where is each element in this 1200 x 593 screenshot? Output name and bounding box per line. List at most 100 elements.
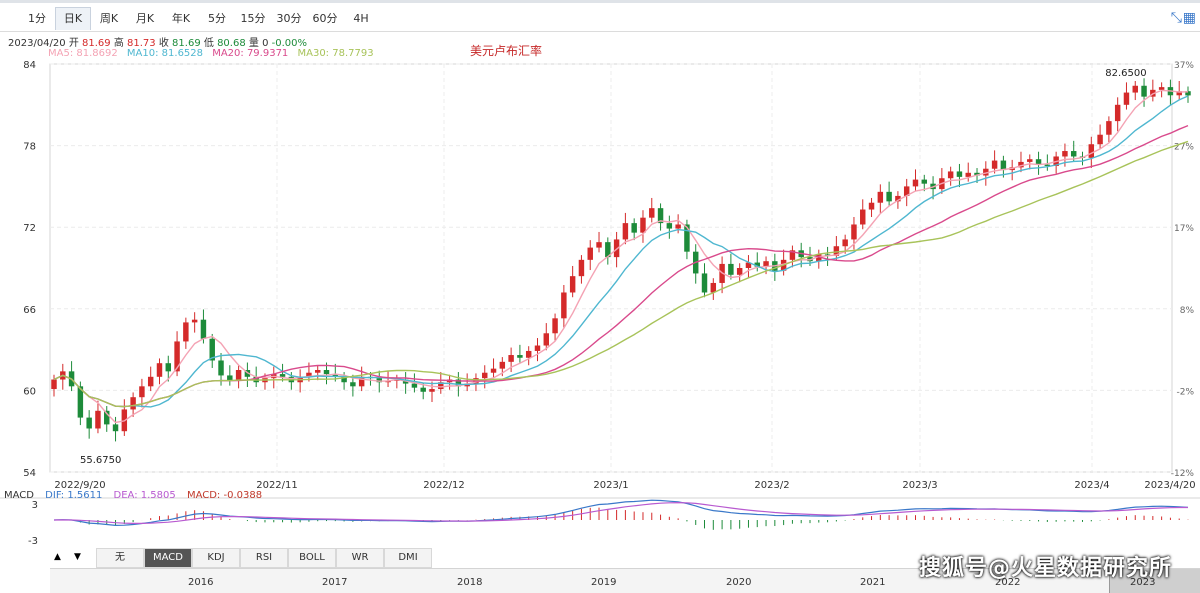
candle [622, 223, 629, 240]
candle [350, 382, 356, 387]
x-tick-label: 2022/11 [256, 480, 298, 491]
candlestick-chart[interactable]: 84 37% 78 27% 72 17% 66 8% 60 -2% 54 -12% 2022/9/20 2… [0, 0, 1200, 548]
candle [51, 379, 57, 390]
tab-indicator-rsi[interactable]: RSI [240, 548, 288, 568]
tab-4h[interactable]: 4H [353, 12, 369, 25]
candle [534, 345, 541, 351]
candle [1176, 91, 1182, 96]
navigator-range-handle[interactable] [1109, 569, 1200, 593]
x-tick-label: 2023/4/20 [1144, 480, 1195, 491]
y-tick-label: 54 [23, 468, 36, 479]
y-tick-label-right: 37% [1174, 61, 1194, 71]
tab-weekly-k[interactable]: 周K [99, 12, 119, 25]
period-tab-bar: 1分 日K 周K 月K 年K 5分 15分 30分 60分 4H ⤡ ▦ [0, 3, 1200, 32]
tab-30min[interactable]: 30分 [276, 12, 302, 25]
candle [1106, 121, 1112, 135]
low-value: 80.68 [217, 38, 246, 49]
candle [1000, 160, 1007, 171]
tab-yearly-k[interactable]: 年K [171, 12, 191, 25]
arrow-up-icon[interactable]: ▲ [54, 552, 61, 562]
quote-info: 2023/04/20 开 81.69 高 81.73 收 81.69 低 80.… [8, 34, 307, 49]
candle [728, 263, 734, 275]
nav-year: 2018 [457, 577, 483, 588]
min-annotation: 55.6750 [80, 455, 121, 466]
candle [842, 239, 848, 247]
nav-year: 2017 [322, 577, 348, 588]
candle [455, 379, 462, 387]
tab-1min[interactable]: 1分 [28, 12, 46, 25]
candle [508, 355, 514, 362]
tab-indicator-macd[interactable]: MACD [144, 548, 192, 568]
top-strip [0, 0, 1200, 3]
volume-label: 量 [248, 38, 259, 49]
high-label: 高 [113, 38, 124, 49]
candle [279, 374, 286, 377]
candle [411, 383, 418, 388]
candle [174, 341, 180, 372]
x-tick-label: 2023/4 [1074, 480, 1109, 491]
arrow-down-icon[interactable]: ▼ [74, 552, 81, 562]
candle [666, 223, 673, 229]
tab-monthly-k[interactable]: 月K [135, 12, 155, 25]
grid-icon[interactable]: ▦ [1182, 10, 1196, 26]
ma30-legend: MA30: 78.7793 [297, 48, 374, 59]
candle [569, 276, 576, 293]
candle [895, 195, 901, 202]
tab-indicator-boll[interactable]: BOLL [288, 548, 336, 568]
candle [1035, 159, 1042, 165]
candle [851, 224, 857, 240]
ma-line-ma30 [53, 140, 1189, 408]
y-tick-label: 78 [23, 142, 36, 153]
candle [438, 382, 444, 390]
candle [191, 319, 198, 323]
tab-indicator-wr[interactable]: WR [336, 548, 384, 568]
candle [605, 242, 611, 258]
macd-y-tick: -3 [28, 536, 38, 547]
tab-15min[interactable]: 15分 [240, 12, 266, 25]
candle [156, 363, 163, 377]
candle [1097, 134, 1103, 145]
ma-line-ma10 [53, 95, 1189, 408]
max-annotation: 82.6500 [1105, 68, 1146, 79]
candle [147, 376, 154, 387]
ma-line-ma20 [53, 124, 1189, 408]
candle [341, 376, 347, 383]
candle [183, 322, 189, 342]
candle [956, 171, 963, 177]
nav-year: 2019 [591, 577, 617, 588]
candle [1062, 151, 1068, 157]
candle [860, 209, 866, 225]
macd-value-legend: MACD: -0.0388 [186, 490, 263, 501]
candle [323, 370, 330, 375]
tab-daily-k[interactable]: 日K [55, 7, 91, 30]
candle [1132, 85, 1138, 93]
candle [218, 360, 224, 376]
candle [1185, 91, 1191, 96]
candle [983, 168, 989, 176]
candle [77, 386, 84, 418]
candle [165, 363, 172, 372]
dea-line [53, 501, 1188, 524]
candle [675, 224, 681, 229]
time-navigator[interactable]: 2016 2017 2018 2019 2020 2021 2022 2023 [50, 568, 1200, 593]
tab-5min[interactable]: 5分 [208, 12, 226, 25]
macd-y-tick: 3 [32, 500, 38, 511]
candle [130, 397, 136, 410]
x-tick-label: 2023/2 [754, 480, 789, 491]
candle [499, 361, 506, 369]
x-tick-label: 2023/3 [902, 480, 937, 491]
tab-60min[interactable]: 60分 [312, 12, 338, 25]
y-tick-label-right: -2% [1176, 387, 1194, 397]
close-label: 收 [158, 38, 169, 49]
candle [490, 368, 497, 373]
tab-indicator-none[interactable]: 无 [96, 548, 144, 568]
compress-icon[interactable]: ⤡ [1170, 10, 1182, 26]
candle [227, 375, 233, 381]
dif-line [53, 499, 1189, 527]
candle [525, 350, 532, 358]
candle [482, 372, 488, 379]
tab-indicator-kdj[interactable]: KDJ [192, 548, 240, 568]
candle [710, 282, 717, 293]
tab-indicator-dmi[interactable]: DMI [384, 548, 432, 568]
candle [613, 239, 620, 258]
